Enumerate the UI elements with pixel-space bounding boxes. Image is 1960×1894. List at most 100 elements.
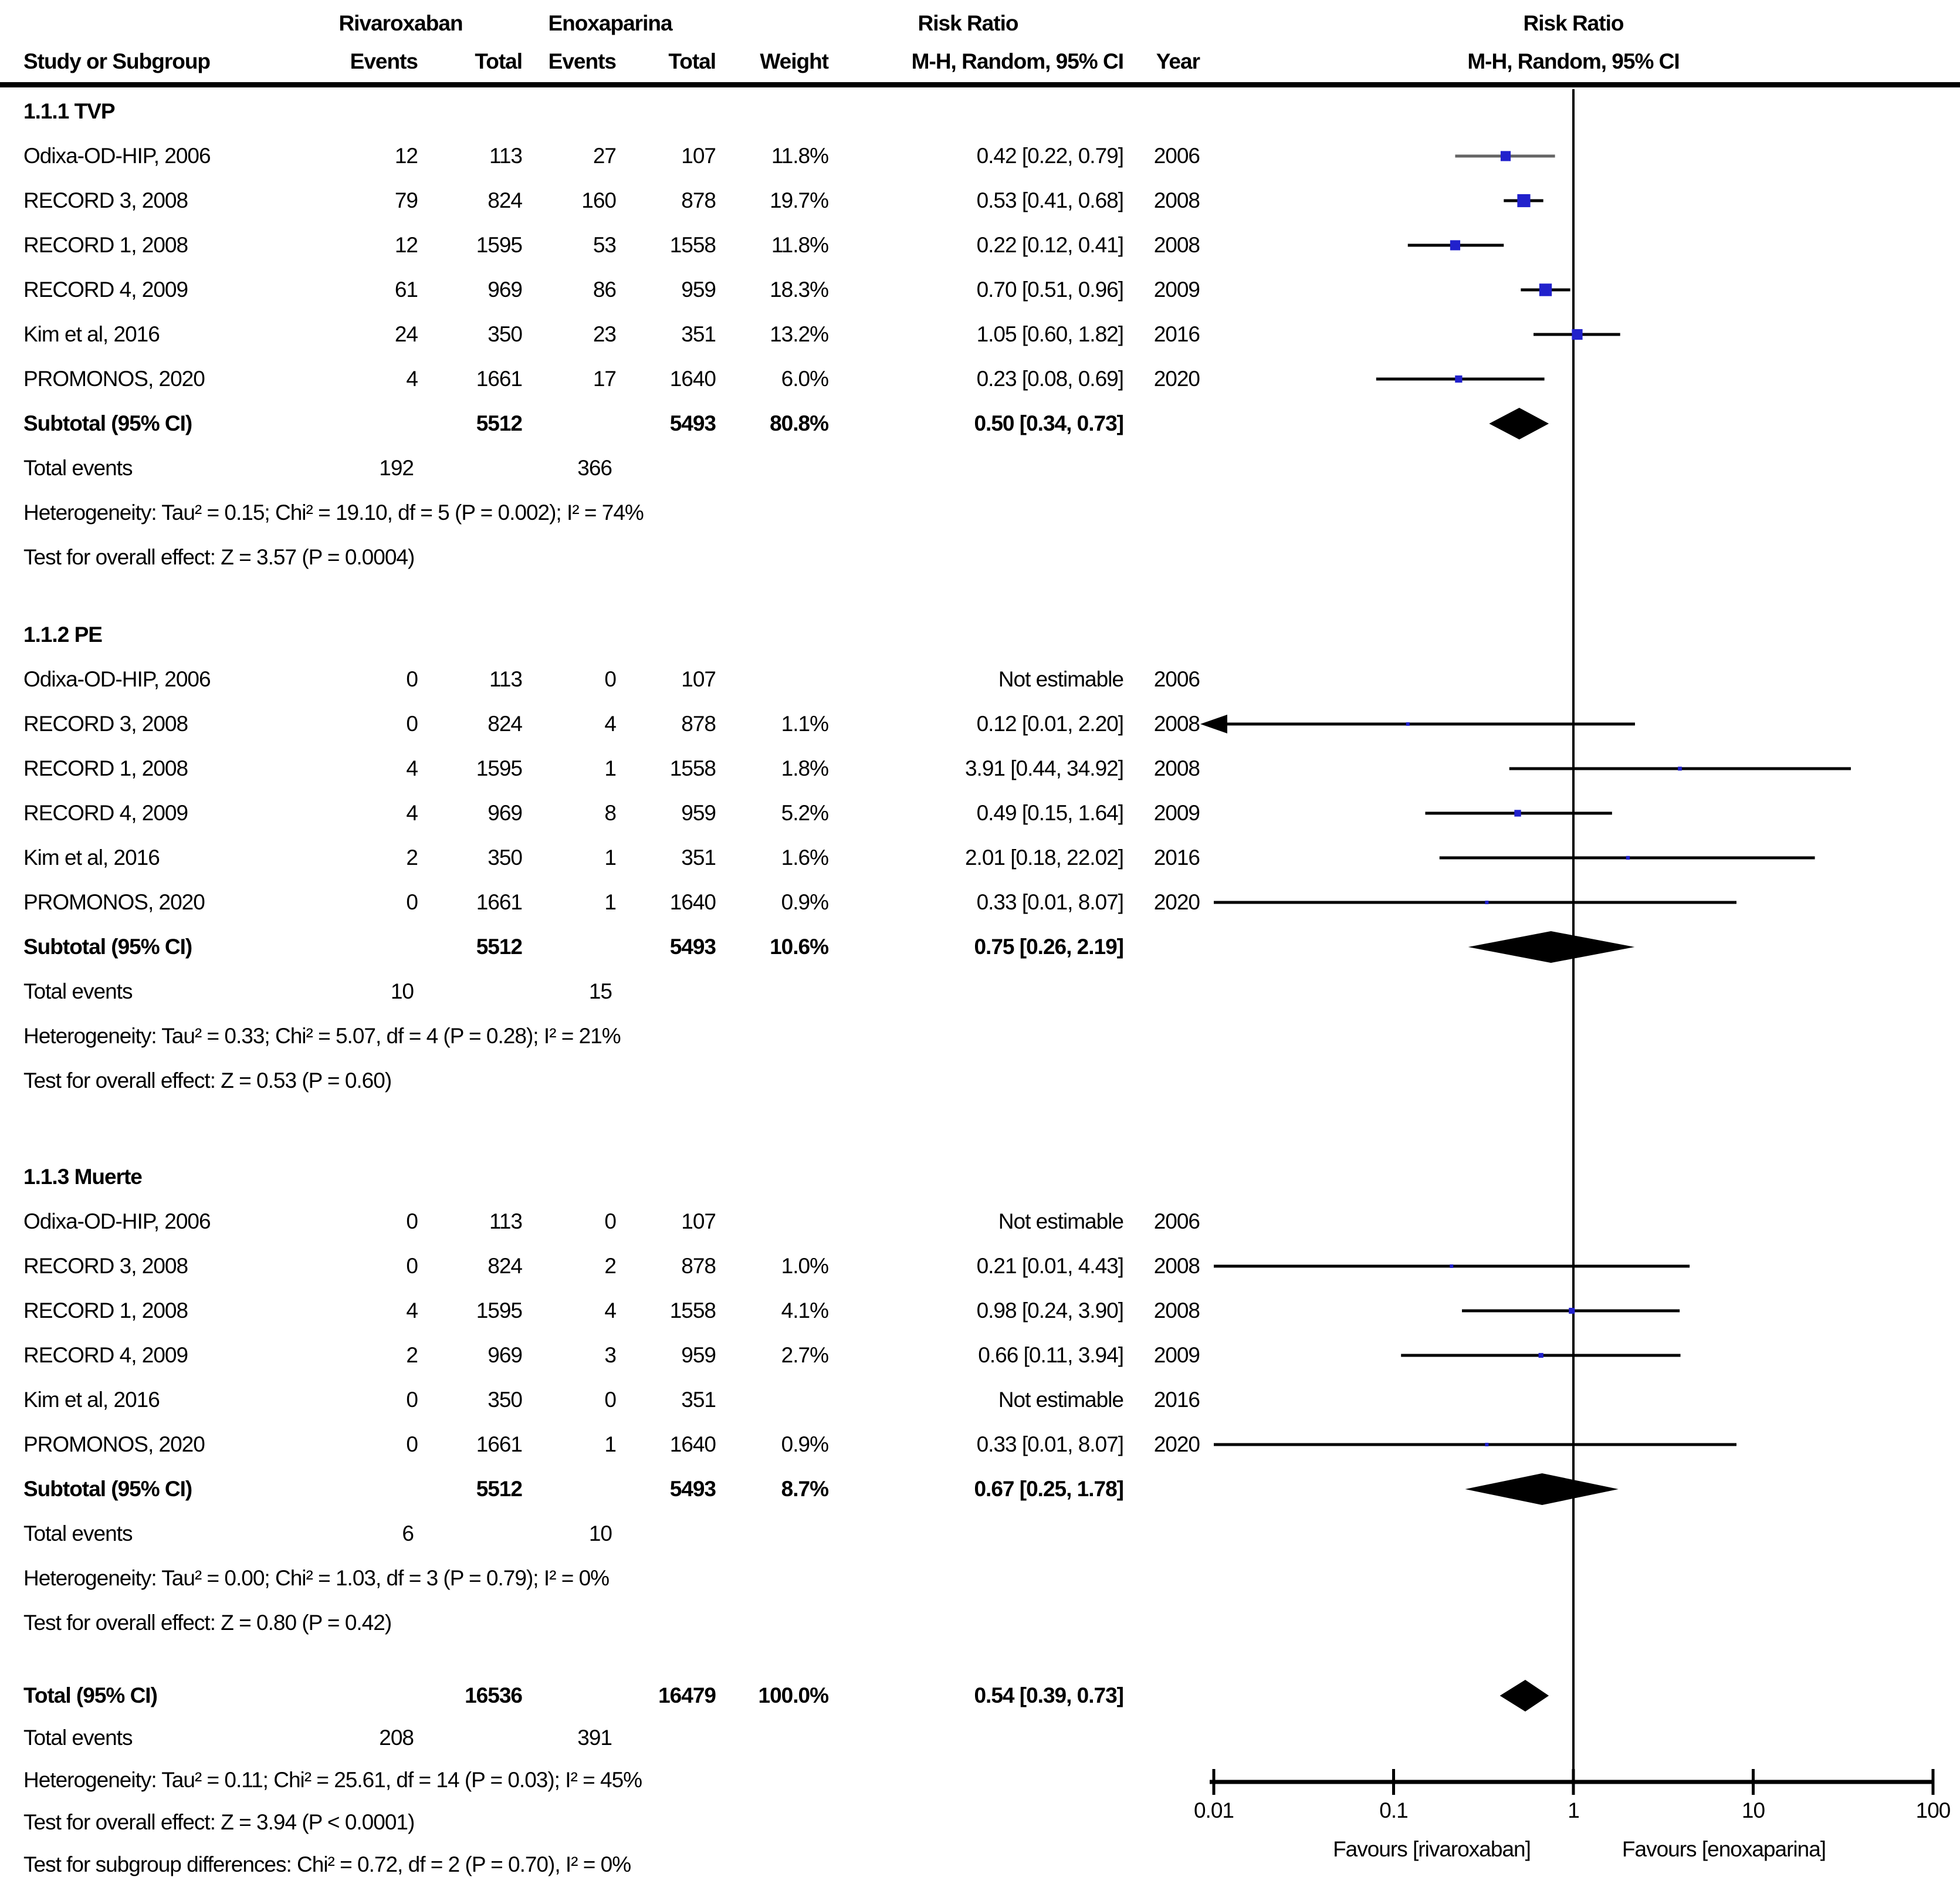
table-row: Heterogeneity: Tau² = 0.33; Chi² = 5.07,… <box>0 1014 1238 1058</box>
events1-value: 0 <box>406 1209 418 1233</box>
table-row: RECORD 3, 2008 0 824 2 878 1.0% 0.21 [0.01, 4.… <box>0 1244 1238 1288</box>
weight-value: 6.0% <box>781 367 829 391</box>
total-label: Total (95% CI) <box>23 1683 158 1707</box>
ci-text: 0.70 [0.51, 0.96] <box>976 278 1124 302</box>
effect-square <box>1514 810 1521 817</box>
total2-value: 959 <box>681 801 716 825</box>
weight-value: 11.8% <box>771 233 829 257</box>
total2-value: 107 <box>681 144 716 168</box>
total1-value: 1661 <box>476 1432 523 1456</box>
total2-value: 1640 <box>669 890 716 914</box>
study-label: Kim et al, 2016 <box>23 845 160 870</box>
total-events-label: Total events <box>23 1521 133 1545</box>
favours-left-label: Favours [rivaroxaban] <box>1333 1837 1531 1861</box>
table-row: RECORD 1, 2008 4 1595 1 1558 1.8% 3.91 [0.44, … <box>0 746 1238 791</box>
weight-value: 19.7% <box>770 188 829 212</box>
ci-text: 0.53 [0.41, 0.68] <box>976 188 1124 212</box>
col-events2-header: Events <box>548 49 617 73</box>
year-value: 2020 <box>1153 367 1200 391</box>
table-row: PROMONOS, 2020 4 1661 17 1640 6.0% 0.23 [0.08,… <box>0 357 1238 401</box>
subtotal-weight: 10.6% <box>770 935 829 959</box>
total2-value: 351 <box>681 322 716 346</box>
table-row: Test for overall effect: Z = 0.53 (P = 0… <box>0 1058 1238 1103</box>
col-ci-header: M-H, Random, 95% CI <box>911 49 1124 73</box>
year-value: 2009 <box>1153 1343 1200 1367</box>
weight-value: 13.2% <box>770 322 829 346</box>
total1-value: 1595 <box>476 233 523 257</box>
events2-value: 27 <box>593 144 617 168</box>
events2-value: 1 <box>604 890 617 914</box>
total-events1: 6 <box>402 1521 414 1545</box>
ci-text: Not estimable <box>998 1388 1124 1412</box>
events1-value: 0 <box>406 1254 418 1278</box>
year-value: 2016 <box>1153 322 1200 346</box>
events1-value: 0 <box>406 1388 418 1412</box>
year-value: 2008 <box>1153 233 1200 257</box>
table-row: RECORD 1, 2008 4 1595 4 1558 4.1% 0.98 [0.24, … <box>0 1288 1238 1333</box>
total1-value: 1595 <box>476 756 523 780</box>
study-label: RECORD 1, 2008 <box>23 756 188 780</box>
col-study-header: Study or Subgroup <box>23 49 211 73</box>
table-row: Total events 192 366 <box>0 446 1238 491</box>
events2-value: 4 <box>604 1298 617 1323</box>
favours-right-label: Favours [enoxaparina] <box>1622 1837 1826 1861</box>
heterogeneity-text: Heterogeneity: Tau² = 0.33; Chi² = 5.07,… <box>23 1024 621 1048</box>
events1-value: 2 <box>406 1343 418 1367</box>
table-row: RECORD 4, 2009 4 969 8 959 5.2% 0.49 [0.15, 1.… <box>0 791 1238 836</box>
total2-value: 1558 <box>669 756 716 780</box>
study-label: Odixa-OD-HIP, 2006 <box>23 144 211 168</box>
subtotal-ci: 0.67 [0.25, 1.78] <box>974 1477 1124 1501</box>
year-value: 2006 <box>1153 144 1200 168</box>
subtotal-total2: 5493 <box>669 935 716 959</box>
overall-effect-text: Test for overall effect: Z = 3.94 (P < 0… <box>23 1810 415 1834</box>
total1-value: 824 <box>488 1254 523 1278</box>
table-row: RECORD 1, 2008 12 1595 53 1558 11.8% 0.22 [0.1… <box>0 223 1238 268</box>
subgroup-differences-text: Test for subgroup differences: Chi² = 0.… <box>23 1852 631 1876</box>
total2-value: 107 <box>681 1209 716 1233</box>
table-row: Test for overall effect: Z = 0.80 (P = 0… <box>0 1601 1238 1645</box>
effect-square <box>1485 901 1489 904</box>
year-value: 2008 <box>1153 756 1200 780</box>
events1-value: 24 <box>394 322 418 346</box>
events2-value: 23 <box>593 322 617 346</box>
section-title: 1.1.3 Muerte <box>23 1165 143 1189</box>
col-year-header: Year <box>1156 49 1200 73</box>
col-total2-header: Total <box>668 49 716 73</box>
table-row: Subtotal (95% CI) 5512 5493 10.6% 0.75 [0.26… <box>0 925 1238 969</box>
subtotal-weight: 80.8% <box>770 411 829 435</box>
effect-square <box>1572 329 1583 340</box>
weight-value: 5.2% <box>781 801 829 825</box>
ci-text: 0.22 [0.12, 0.41] <box>976 233 1124 257</box>
axis-tick-label: 0.1 <box>1379 1798 1407 1822</box>
total1-value: 969 <box>488 278 523 302</box>
ci-text: 0.33 [0.01, 8.07] <box>976 1432 1124 1456</box>
section-title: 1.1.2 PE <box>23 623 103 647</box>
year-value: 2008 <box>1153 1298 1200 1323</box>
effect-square <box>1406 722 1410 726</box>
events2-value: 0 <box>604 667 617 691</box>
year-value: 2006 <box>1153 1209 1200 1233</box>
study-label: Odixa-OD-HIP, 2006 <box>23 1209 211 1233</box>
table-row: Total (95% CI) 16536 16479 100.0% 0.54 [0.39… <box>0 1673 1238 1718</box>
overall-effect-text: Test for overall effect: Z = 3.57 (P = 0… <box>23 545 415 569</box>
axis-tick-label: 100 <box>1916 1798 1951 1822</box>
year-value: 2008 <box>1153 188 1200 212</box>
total1-value: 113 <box>489 144 523 168</box>
subtotal-diamond <box>1489 408 1549 439</box>
total-events1: 208 <box>379 1726 414 1750</box>
weight-value: 0.9% <box>781 1432 829 1456</box>
study-label: Odixa-OD-HIP, 2006 <box>23 667 211 691</box>
study-label: PROMONOS, 2020 <box>23 1432 205 1456</box>
total1-value: 969 <box>488 801 523 825</box>
weight-value: 11.8% <box>771 144 829 168</box>
effect-square <box>1517 194 1531 208</box>
ci-text: Not estimable <box>998 1209 1124 1233</box>
events2-value: 3 <box>604 1343 617 1367</box>
weight-value: 1.6% <box>781 845 829 870</box>
table-row: Subtotal (95% CI) 5512 5493 8.7% 0.67 [0.25,… <box>0 1467 1238 1511</box>
total2-value: 959 <box>681 278 716 302</box>
col-total1-header: Total <box>475 49 523 73</box>
events2-value: 53 <box>593 233 617 257</box>
axis-tick-label: 0.01 <box>1194 1798 1234 1822</box>
